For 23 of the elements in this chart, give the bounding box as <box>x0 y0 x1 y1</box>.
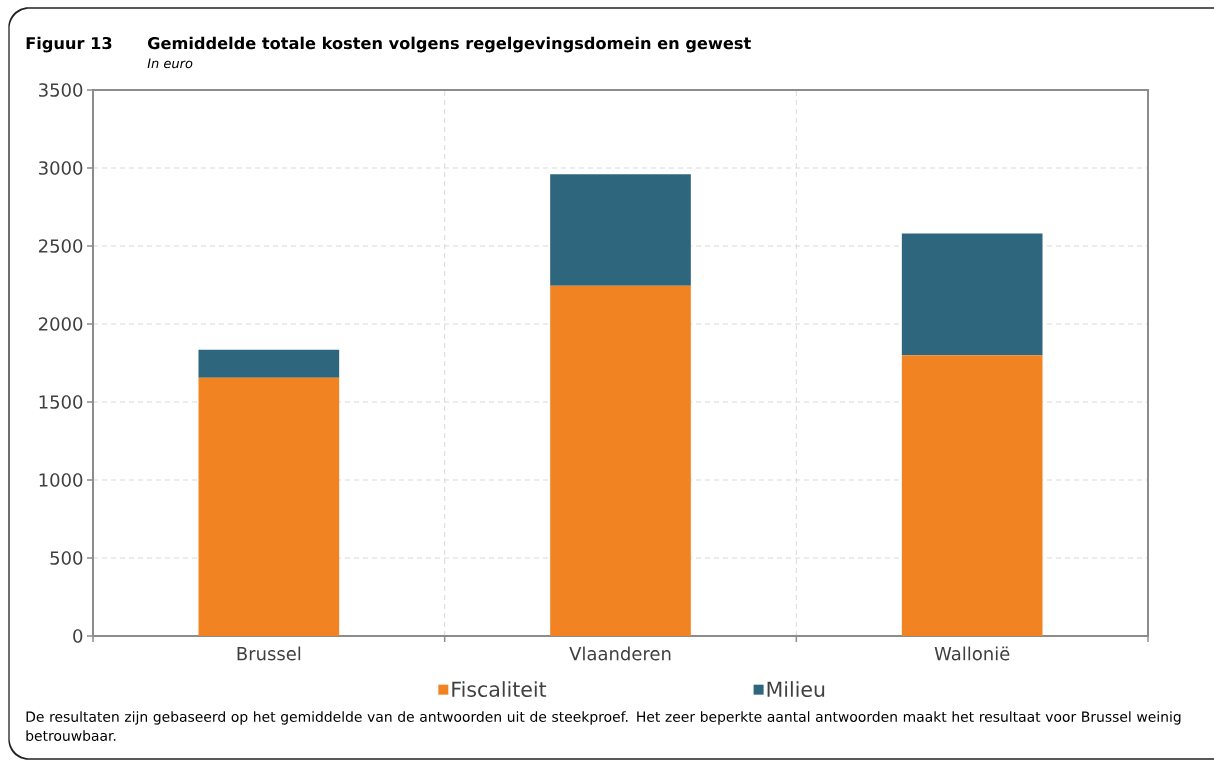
y-tick-label: 3000 <box>39 161 83 175</box>
y-tick-label: 1500 <box>39 395 83 409</box>
y-tick-label: 3500 <box>39 83 83 97</box>
bar <box>198 377 340 636</box>
legend-label: Fiscaliteit <box>452 681 547 697</box>
x-tick-label: Wallonië <box>934 646 1010 661</box>
x-tick-label: Vlaanderen <box>569 646 671 661</box>
y-tick-label: 500 <box>50 551 83 565</box>
bar <box>550 285 691 636</box>
y-tick-label: 1000 <box>39 473 83 487</box>
legend-label: Milieu <box>767 681 825 697</box>
y-tick-label: 2000 <box>38 317 83 331</box>
x-tick-label: Brussel <box>237 646 301 661</box>
y-tick-label: 0 <box>73 629 83 643</box>
chart-subtitle: In euro <box>147 58 193 69</box>
chart-title: Gemiddelde totale kosten volgens regelgevingsdomein en gewest <box>148 36 751 53</box>
bar <box>901 355 1043 636</box>
text: De resultaten zijn gebaseerd op het gemiddelde van de antwoorden uit de steekproef. Het zeer beperkte aantal antwoorden maakt het resultaat voor Brussel weinig betrouwbaar. <box>26 711 1181 741</box>
y-tick-label: 2500 <box>38 239 83 253</box>
bar <box>198 349 340 378</box>
text: Figuur 13 <box>26 36 112 53</box>
bar <box>550 174 691 286</box>
bar <box>901 233 1043 356</box>
